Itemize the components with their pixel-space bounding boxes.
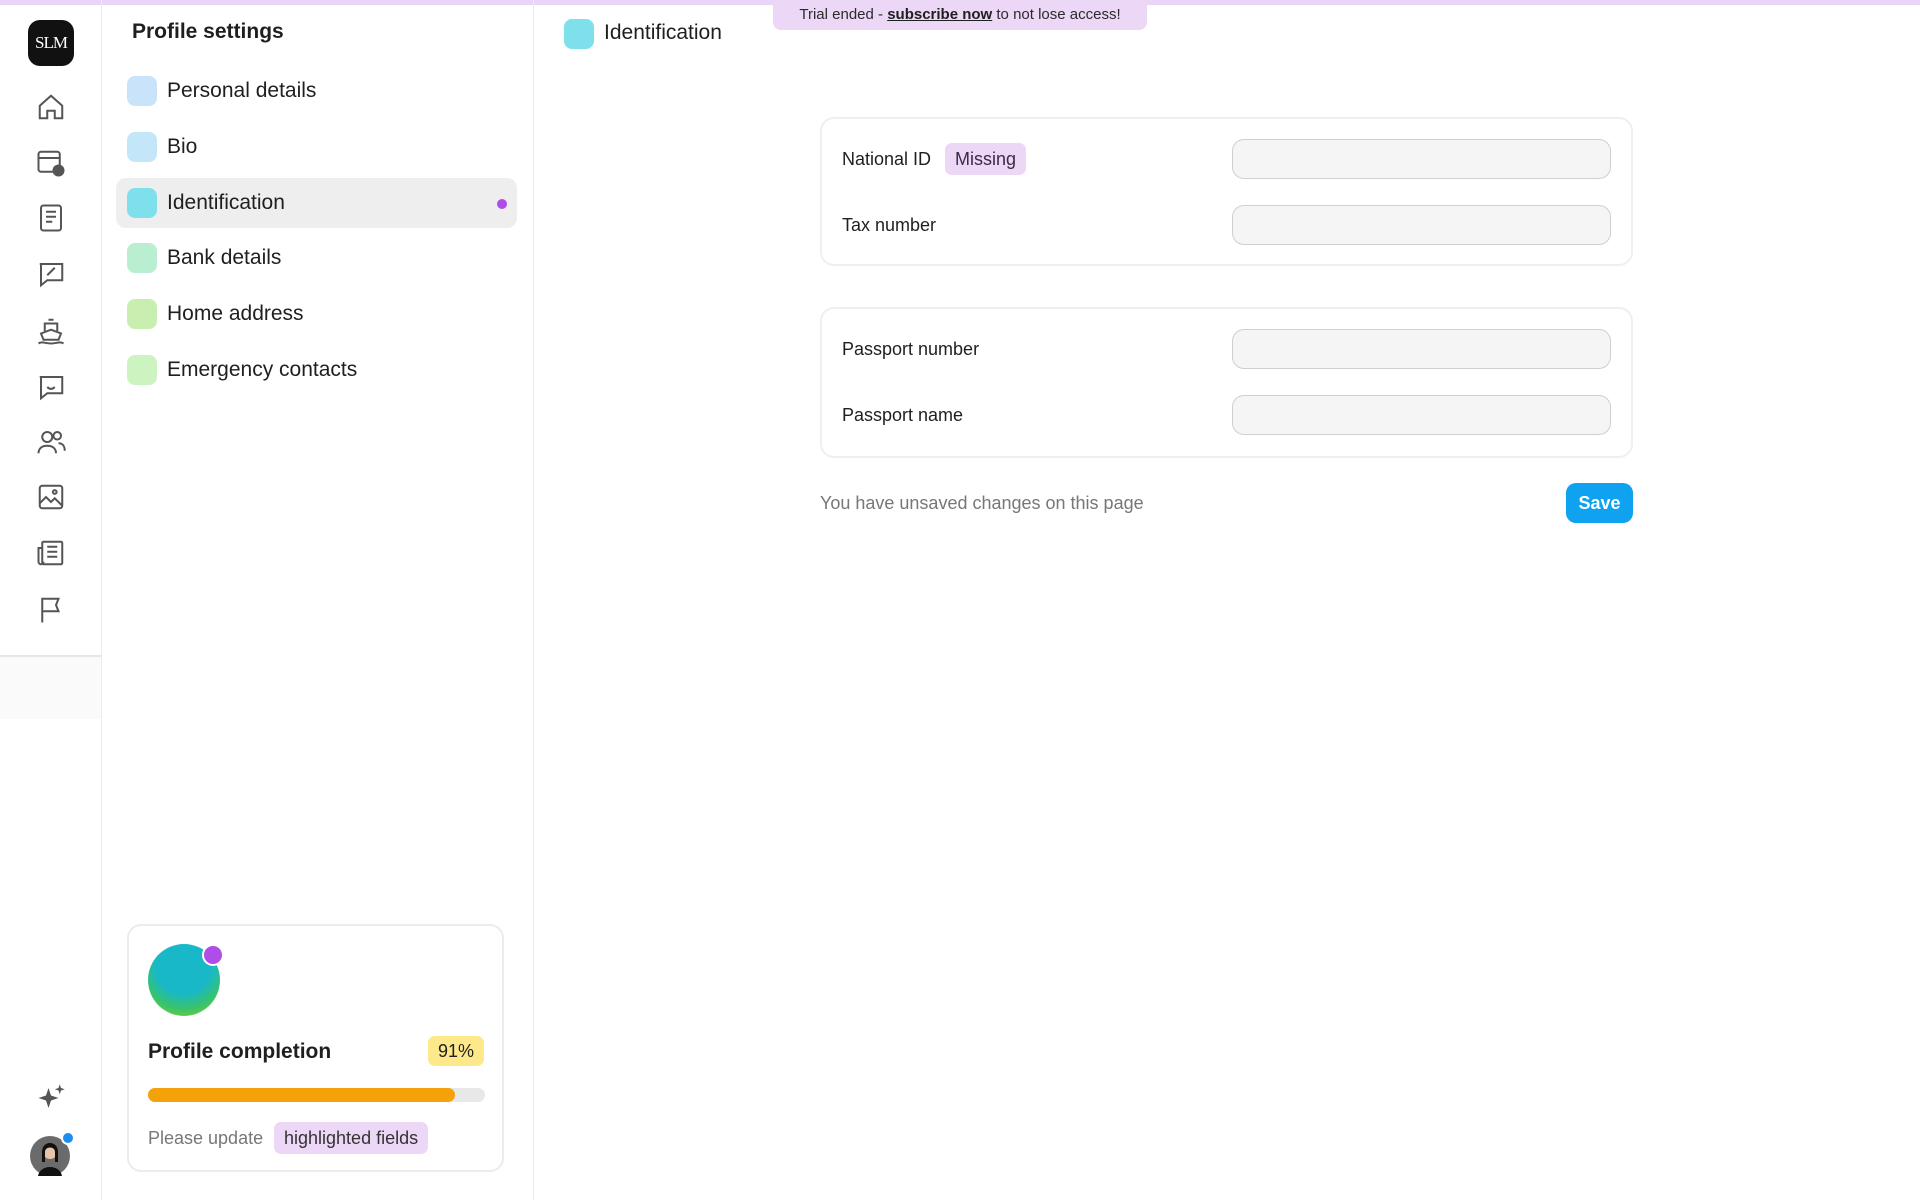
user-avatar[interactable] xyxy=(30,1132,74,1176)
form-section xyxy=(820,117,1633,266)
subscribe-link[interactable]: subscribe now xyxy=(887,6,993,23)
text-input[interactable] xyxy=(1232,329,1611,369)
people-icon[interactable] xyxy=(36,427,66,457)
completion-hint: Please update xyxy=(148,1128,264,1148)
nav-label: Emergency contacts xyxy=(167,358,358,381)
ai-icon[interactable] xyxy=(36,1083,66,1113)
hint-tag[interactable]: highlighted fields xyxy=(274,1122,429,1154)
page-icon xyxy=(564,19,594,49)
progress-fill xyxy=(148,1088,455,1102)
news-icon[interactable] xyxy=(36,538,66,568)
nav-label: Home address xyxy=(167,302,304,325)
field-label: Passport name xyxy=(842,405,964,425)
completion-card xyxy=(127,924,504,1172)
unsaved-notice: You have unsaved changes on this page xyxy=(820,493,1144,513)
nav-label: Identification xyxy=(167,191,285,214)
completion-title: Profile completion xyxy=(148,1040,332,1063)
trial-banner: Trial ended - subscribe now to not lose … xyxy=(773,0,1147,30)
field-label: Passport number xyxy=(842,339,980,359)
settings-sidebar xyxy=(102,0,534,1200)
nav-icon xyxy=(127,355,157,385)
text-input[interactable] xyxy=(1232,139,1611,179)
nav-icon xyxy=(127,243,157,273)
schedule-icon[interactable] xyxy=(36,148,66,178)
missing-badge: Missing xyxy=(945,143,1027,175)
nav-label: Bio xyxy=(167,135,198,158)
nav-label: Personal details xyxy=(167,79,317,102)
logo[interactable]: SLM xyxy=(28,20,74,66)
rail-divider xyxy=(0,655,101,657)
save-button[interactable]: Save xyxy=(1566,483,1633,523)
nav-icon xyxy=(127,76,157,106)
travel-icon[interactable] xyxy=(36,316,66,346)
nav-icon xyxy=(127,188,157,218)
field-label: Tax number xyxy=(842,215,937,235)
sidebar-title: Profile settings xyxy=(132,20,284,43)
form-section xyxy=(820,307,1633,458)
page-title: Identification xyxy=(604,21,722,44)
nav-item[interactable]: Bank details xyxy=(116,233,517,283)
text-input[interactable] xyxy=(1232,205,1611,245)
nav-item[interactable]: Personal details xyxy=(116,66,517,116)
feedback-icon[interactable] xyxy=(36,259,66,289)
field-label: National ID xyxy=(842,149,932,169)
media-icon[interactable] xyxy=(36,482,66,512)
nav-item[interactable]: Bio xyxy=(116,122,517,172)
rail-placeholder xyxy=(0,657,101,719)
text-input[interactable] xyxy=(1232,395,1611,435)
home-icon[interactable] xyxy=(36,92,66,122)
banner-text: Trial ended - xyxy=(799,6,888,23)
nav-item[interactable]: Identification xyxy=(116,178,517,228)
nav-icon xyxy=(127,132,157,162)
banner-text: to not lose access! xyxy=(992,6,1121,23)
completion-percent: 91% xyxy=(428,1036,484,1066)
nav-icon xyxy=(127,299,157,329)
nav-label: Bank details xyxy=(167,246,282,269)
nav-item[interactable]: Emergency contacts xyxy=(116,345,517,395)
avatar-dot xyxy=(202,944,224,966)
notes-icon[interactable] xyxy=(36,203,66,233)
flag-icon[interactable] xyxy=(36,595,66,625)
chat-icon[interactable] xyxy=(36,372,66,402)
nav-item[interactable]: Home address xyxy=(116,289,517,339)
status-dot xyxy=(497,199,507,209)
icon-rail: SLM xyxy=(0,0,102,1200)
